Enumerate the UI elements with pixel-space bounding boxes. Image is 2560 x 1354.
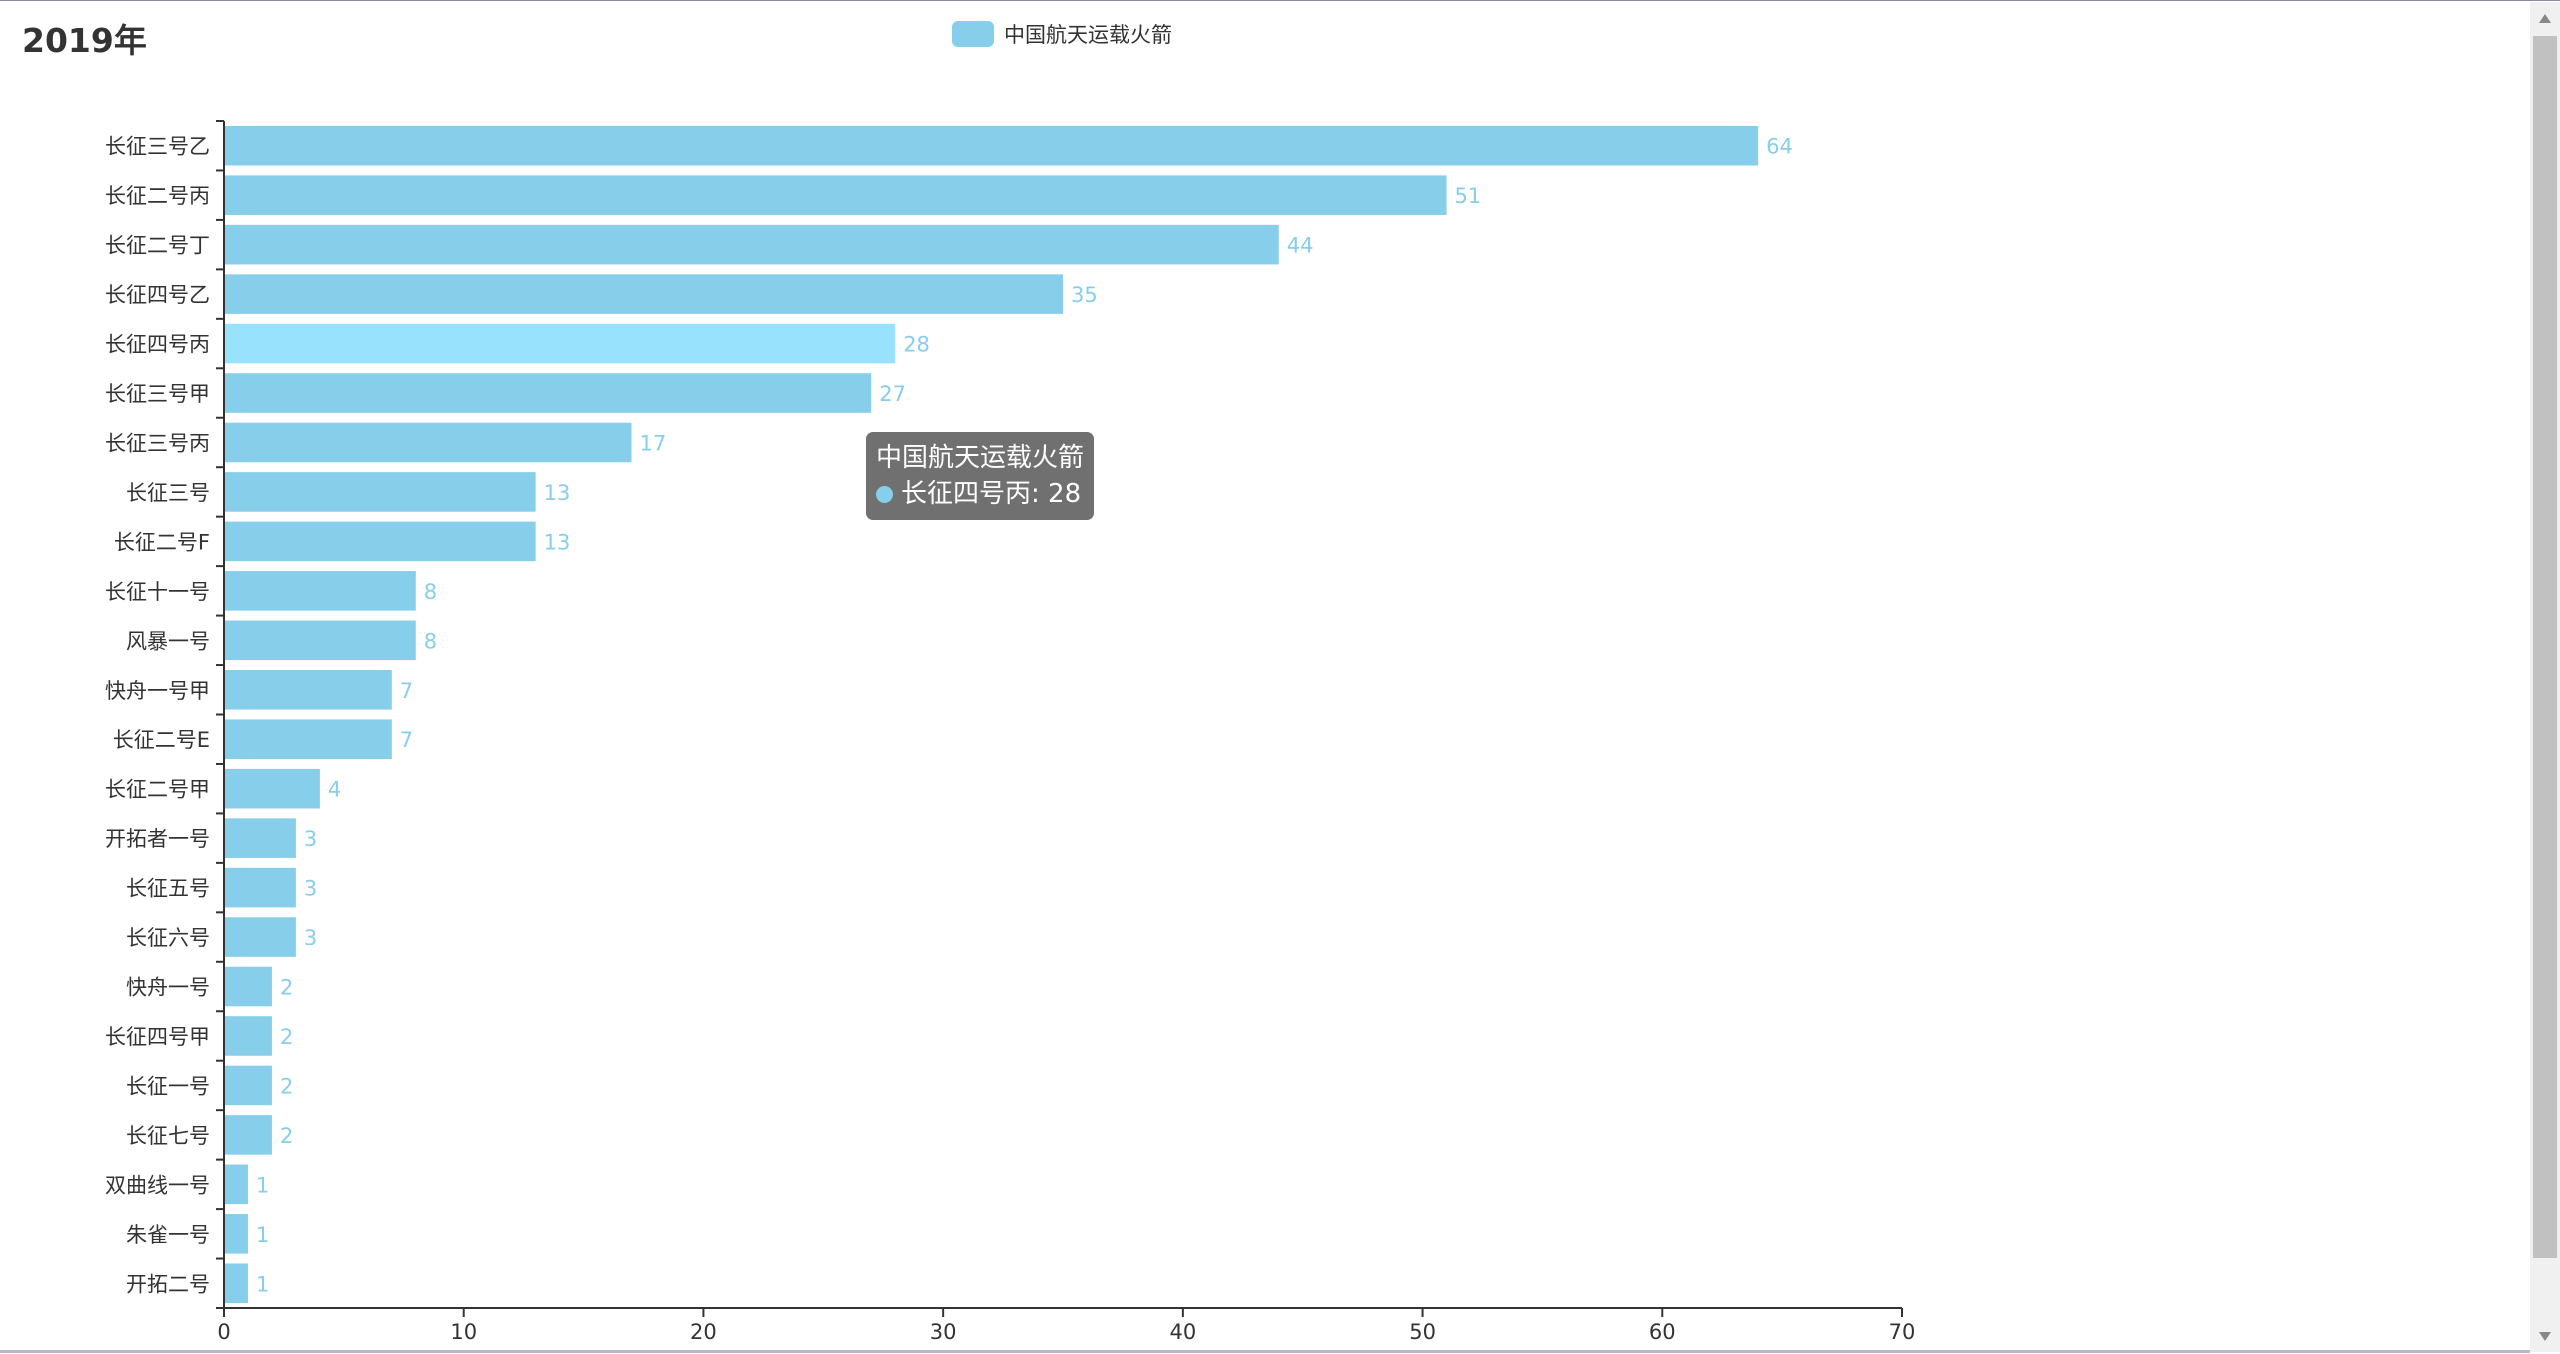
- category-label: 长征三号甲: [105, 382, 210, 406]
- bar: [225, 620, 416, 661]
- bar-value-label: 13: [544, 530, 571, 554]
- category-label: 开拓二号: [126, 1272, 210, 1296]
- bar: [225, 867, 296, 908]
- x-tick-label: 70: [1889, 1320, 1916, 1344]
- category-label: 长征二号甲: [105, 778, 210, 802]
- category-label: 开拓者一号: [105, 827, 210, 851]
- bar-value-label: 17: [640, 431, 667, 455]
- category-label: 长征五号: [126, 877, 210, 901]
- bar-value-label: 2: [280, 1074, 293, 1098]
- bar: [225, 1164, 248, 1205]
- legend-label: 中国航天运载火箭: [1004, 23, 1172, 47]
- bar-value-label: 64: [1766, 135, 1793, 159]
- bar: [225, 125, 1759, 166]
- category-label: 长征六号: [126, 926, 210, 950]
- scrollbar-thumb[interactable]: [2533, 36, 2557, 1258]
- vertical-scrollbar[interactable]: [2530, 2, 2560, 1352]
- bar-value-label: 28: [903, 333, 930, 357]
- bar-value-label: 2: [280, 976, 293, 1000]
- bar-value-label: 13: [544, 481, 571, 505]
- bar-value-label: 8: [424, 580, 437, 604]
- category-label: 快舟一号甲: [105, 679, 210, 703]
- bar: [225, 818, 296, 858]
- bar: [225, 1016, 272, 1056]
- x-tick-label: 20: [690, 1320, 717, 1344]
- chart-title: 2019年: [22, 21, 147, 60]
- bar: [225, 1115, 272, 1155]
- tooltip-series: 中国航天运载火箭: [876, 443, 1085, 473]
- top-border: [0, 0, 2560, 1]
- bar: [225, 422, 632, 463]
- bar: [225, 323, 896, 364]
- bar-value-label: 2: [280, 1124, 293, 1148]
- category-label: 长征七号: [126, 1124, 210, 1148]
- category-label: 长征二号丁: [105, 234, 210, 258]
- bar: [225, 472, 536, 512]
- tooltip-marker: [876, 485, 893, 503]
- category-label: 风暴一号: [126, 629, 210, 653]
- bar-value-label: 35: [1071, 283, 1098, 307]
- bar-value-label: 1: [256, 1223, 269, 1247]
- category-label: 长征二号丙: [105, 184, 210, 208]
- bar-value-label: 44: [1287, 234, 1314, 258]
- bar-value-label: 4: [328, 778, 341, 802]
- bar-value-label: 7: [400, 728, 413, 752]
- legend-item[interactable]: 中国航天运载火箭: [952, 20, 1172, 48]
- category-label: 长征四号丙: [105, 333, 210, 357]
- x-tick-label: 50: [1409, 1320, 1436, 1344]
- category-label: 长征十一号: [105, 580, 210, 604]
- tooltip: 中国航天运载火箭 长征四号丙: 28: [866, 432, 1095, 520]
- bar-value-label: 3: [304, 926, 317, 950]
- x-tick-label: 30: [930, 1320, 957, 1344]
- bar: [225, 719, 392, 760]
- tooltip-item: 长征四号丙: 28: [901, 479, 1082, 509]
- bar-value-label: 3: [304, 827, 317, 851]
- bar: [225, 1065, 272, 1106]
- category-label: 双曲线一号: [105, 1173, 210, 1197]
- x-tick-label: 40: [1169, 1320, 1196, 1344]
- bar: [225, 966, 272, 1007]
- bar: [225, 768, 320, 809]
- category-label: 长征四号乙: [105, 283, 210, 307]
- x-tick-label: 10: [450, 1320, 477, 1344]
- category-label: 长征二号F: [114, 530, 210, 554]
- category-label: 长征三号乙: [105, 135, 210, 159]
- bar-value-label: 2: [280, 1025, 293, 1049]
- category-label: 长征三号丙: [105, 431, 210, 455]
- bar: [225, 571, 416, 611]
- category-label: 长征一号: [126, 1074, 210, 1098]
- bar: [225, 224, 1279, 265]
- bar-value-label: 27: [879, 382, 906, 406]
- category-label: 长征二号E: [113, 728, 210, 752]
- scroll-down-icon[interactable]: [2539, 1332, 2551, 1341]
- bar-value-label: 8: [424, 629, 437, 653]
- bar: [225, 373, 872, 413]
- bar: [225, 175, 1447, 215]
- bar: [225, 274, 1063, 314]
- x-tick-label: 60: [1649, 1320, 1676, 1344]
- category-label: 朱雀一号: [126, 1223, 210, 1247]
- bar: [225, 669, 392, 710]
- bar-value-label: 7: [400, 679, 413, 703]
- category-label: 快舟一号: [126, 976, 210, 1000]
- bar: [225, 1214, 248, 1254]
- category-label: 长征四号甲: [105, 1025, 210, 1049]
- bar: [225, 521, 536, 562]
- bar-value-label: 1: [256, 1272, 269, 1296]
- x-tick-label: 0: [217, 1320, 230, 1344]
- bar: [225, 917, 296, 957]
- bar-value-label: 3: [304, 877, 317, 901]
- bottom-border: [0, 1350, 2530, 1353]
- category-label: 长征三号: [126, 481, 210, 505]
- bar: [225, 1263, 248, 1304]
- scroll-up-icon[interactable]: [2539, 14, 2551, 23]
- bar-value-label: 51: [1455, 184, 1482, 208]
- bar-value-label: 1: [256, 1173, 269, 1197]
- legend-swatch: [952, 21, 994, 47]
